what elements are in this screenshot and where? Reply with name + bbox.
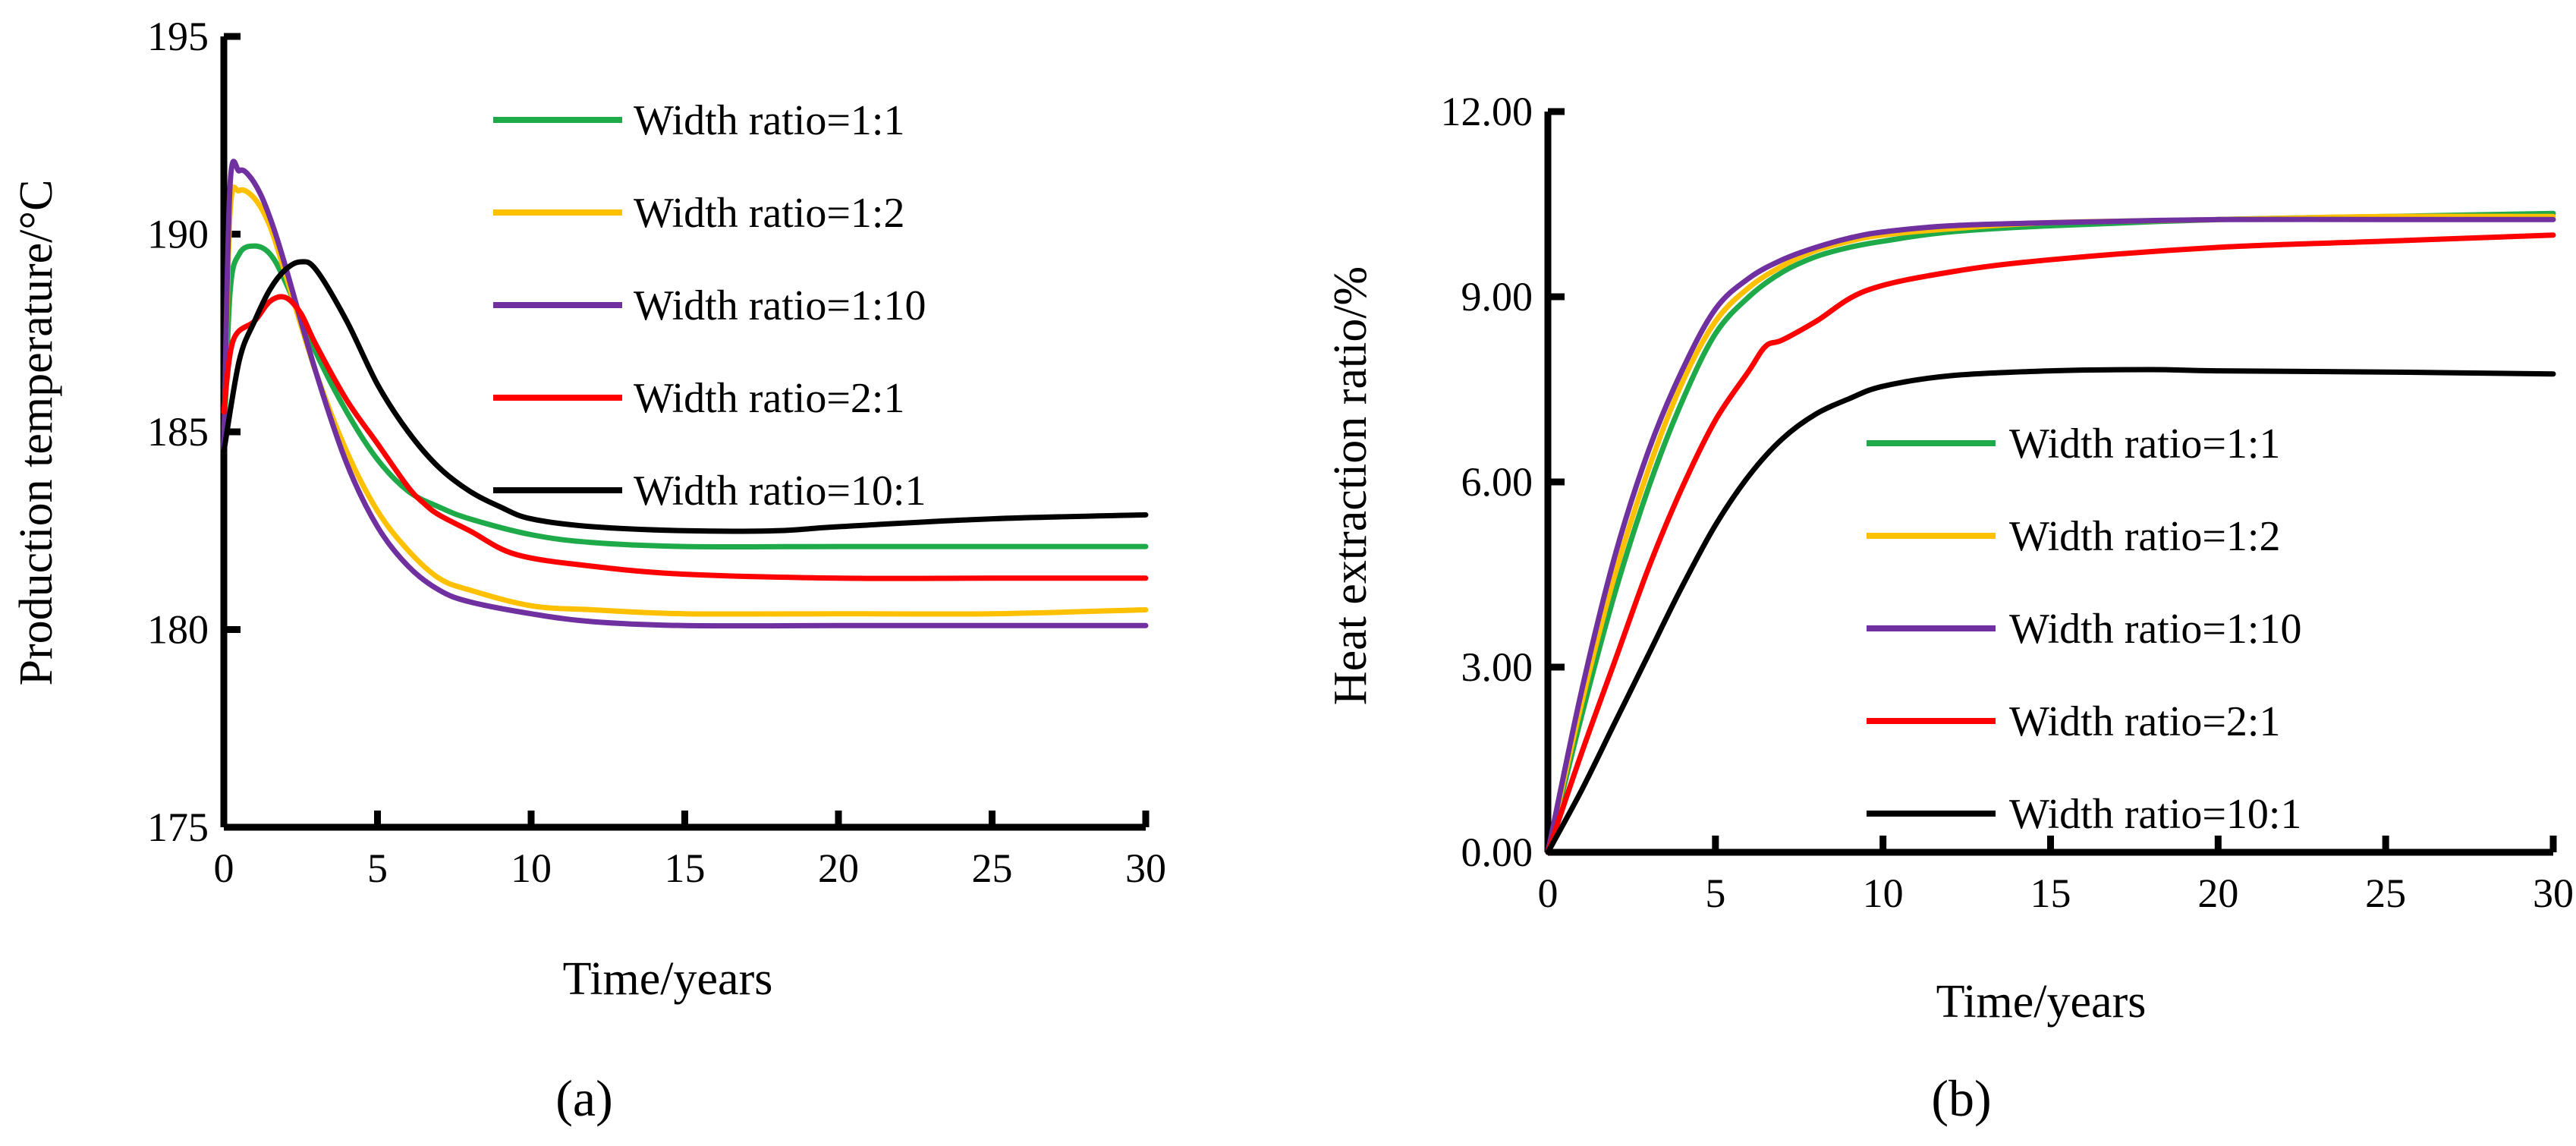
x-tick-label: 15	[2030, 871, 2071, 916]
legend-label: Width ratio=2:1	[634, 375, 905, 422]
panel-b-y-axis-label: Heat extraction ratio/%	[1325, 266, 1376, 705]
y-tick-label: 180	[147, 607, 209, 653]
panel-a-y-axis-label: Production temperature/°C	[11, 179, 62, 685]
y-tick-label: 9.00	[1461, 274, 1533, 320]
series-line-width-ratio-1-2	[221, 184, 1149, 617]
legend-label: Width ratio=1:2	[634, 190, 905, 237]
panel-a-temperature-chart: 0 5 10 15 20 25 30 175 180 185 190 195 Width ratio=…	[11, 14, 1166, 1127]
x-tick-label: 0	[1538, 871, 1558, 916]
series-line-width-ratio-1-10	[1545, 216, 2556, 855]
x-tick-label: 30	[1125, 845, 1166, 891]
panel-a-axes: 0 5 10 15 20 25 30 175 180 185 190 195	[147, 14, 1166, 891]
y-tick-label: 175	[147, 804, 209, 850]
x-tick-label: 25	[2365, 871, 2406, 916]
legend-label: Width ratio=10:1	[634, 468, 926, 515]
x-tick-label: 10	[1863, 871, 1904, 916]
y-tick-label: 6.00	[1461, 459, 1533, 505]
y-tick-label: 3.00	[1461, 644, 1533, 690]
x-tick-label: 30	[2533, 871, 2574, 916]
panel-b-axes: 0 5 10 15 20 25 30 0.00 3.00 6.00 9.00 12.00	[1441, 89, 2574, 916]
series-line-width-ratio-2-1	[221, 294, 1149, 581]
x-tick-label: 5	[367, 845, 388, 891]
series-line-width-ratio-1-10	[221, 159, 1149, 629]
panel-a-legend: Width ratio=1:1 Width ratio=1:2 Width rati…	[493, 97, 926, 515]
y-tick-label: 190	[147, 212, 209, 257]
panel-b-x-axis-label: Time/years	[1936, 976, 2147, 1028]
panel-a-label: (a)	[555, 1069, 612, 1127]
legend-label: Width ratio=1:1	[2009, 420, 2281, 468]
legend-label: Width ratio=1:2	[2009, 513, 2281, 560]
y-tick-label: 185	[147, 409, 209, 455]
x-tick-label: 20	[2197, 871, 2238, 916]
y-tick-label: 0.00	[1461, 830, 1533, 875]
series-line-width-ratio-10-1	[1545, 367, 2556, 855]
x-tick-label: 20	[818, 845, 859, 891]
panel-a-series	[221, 159, 1149, 629]
panel-b-series	[1545, 210, 2556, 855]
x-tick-label: 5	[1705, 871, 1725, 916]
panel-a-x-axis-label: Time/years	[563, 953, 773, 1005]
panel-b-legend: Width ratio=1:1 Width ratio=1:2 Width rati…	[1867, 420, 2302, 838]
legend-label: Width ratio=1:10	[2009, 606, 2302, 653]
legend-label: Width ratio=1:10	[634, 282, 926, 329]
panel-b-label: (b)	[1931, 1069, 1991, 1127]
series-line-width-ratio-10-1	[221, 259, 1149, 534]
legend-label: Width ratio=1:1	[634, 97, 905, 144]
series-line-width-ratio-2-1	[1545, 232, 2556, 855]
legend-label: Width ratio=10:1	[2009, 791, 2302, 838]
x-tick-label: 25	[972, 845, 1013, 891]
y-tick-label: 195	[147, 14, 209, 59]
legend-label: Width ratio=2:1	[2009, 698, 2281, 745]
x-tick-label: 10	[511, 845, 552, 891]
x-tick-label: 0	[214, 845, 234, 891]
y-tick-label: 12.00	[1441, 89, 1533, 134]
x-tick-label: 15	[665, 845, 706, 891]
panel-b-heat-extraction-chart: 0 5 10 15 20 25 30 0.00 3.00 6.00 9.00 12.00 Width …	[1325, 89, 2574, 1127]
